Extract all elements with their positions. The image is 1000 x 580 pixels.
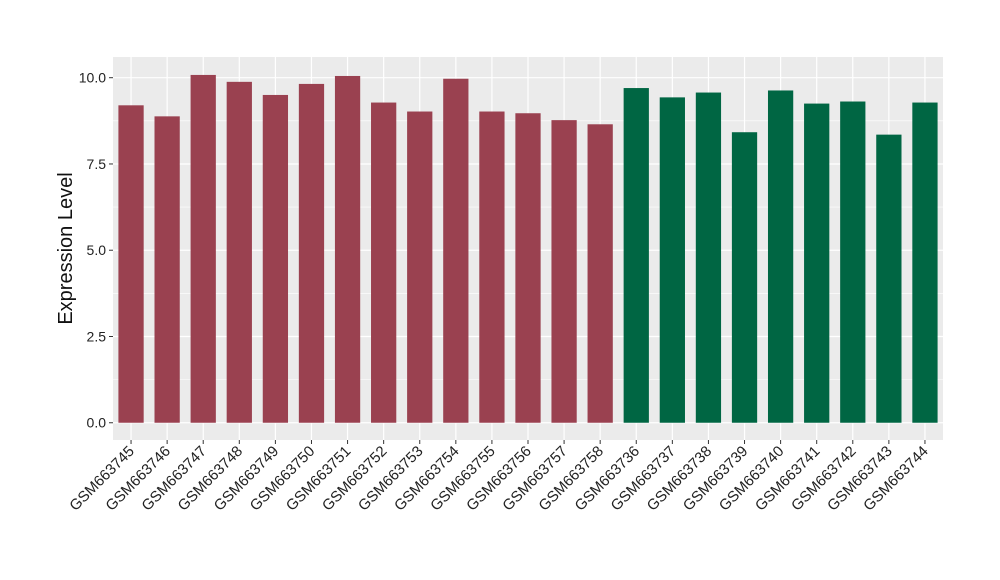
x-axis: GSM663745GSM663746GSM663747GSM663748GSM6…: [66, 440, 932, 514]
y-tick-label: 7.5: [87, 156, 107, 172]
bar-GSM663736: [623, 88, 649, 423]
bar-GSM663758: [587, 124, 613, 423]
bar-GSM663753: [407, 111, 433, 423]
bar-GSM663750: [298, 83, 325, 423]
bar-GSM663746: [154, 116, 180, 423]
bar-GSM663755: [479, 111, 505, 423]
bar-GSM663745: [118, 105, 144, 423]
bar-GSM663754: [443, 78, 469, 423]
bar-GSM663737: [659, 97, 685, 423]
bar-GSM663752: [371, 102, 397, 423]
bar-GSM663739: [731, 132, 758, 423]
y-axis: 0.0 2.5 5.0 7.5 10.0: [79, 70, 113, 431]
bar-GSM663740: [767, 90, 794, 423]
bar-GSM663743: [876, 134, 902, 423]
bar-GSM663756: [515, 113, 541, 423]
bars: [118, 74, 938, 423]
y-tick-label: 5.0: [87, 242, 107, 258]
bar-GSM663751: [334, 75, 361, 423]
bar-GSM663748: [226, 81, 252, 423]
y-tick-label: 10.0: [79, 70, 106, 86]
bar-GSM663747: [190, 74, 216, 423]
bar-GSM663757: [551, 120, 577, 423]
bar-GSM663738: [695, 92, 722, 423]
bar-GSM663749: [262, 94, 289, 423]
y-axis-title: Expression Level: [55, 172, 77, 324]
bar-GSM663744: [912, 102, 938, 423]
bar-GSM663741: [804, 103, 830, 423]
bar-GSM663742: [840, 101, 866, 423]
y-tick-label: 0.0: [87, 415, 107, 431]
y-tick-label: 2.5: [87, 328, 107, 344]
